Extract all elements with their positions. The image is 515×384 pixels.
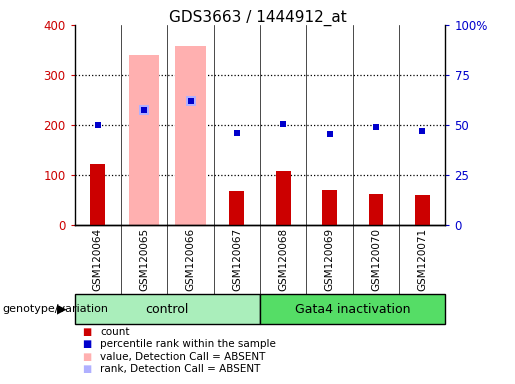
Text: percentile rank within the sample: percentile rank within the sample: [100, 339, 277, 349]
Text: ▶: ▶: [57, 303, 66, 316]
Text: GSM120064: GSM120064: [93, 228, 103, 291]
Bar: [176, 46, 205, 225]
Text: GDS3663 / 1444912_at: GDS3663 / 1444912_at: [168, 10, 347, 26]
Text: Gata4 inactivation: Gata4 inactivation: [295, 303, 410, 316]
Bar: [322, 190, 337, 225]
Text: control: control: [146, 303, 189, 316]
Text: GSM120068: GSM120068: [278, 228, 288, 291]
Text: ■: ■: [82, 327, 92, 337]
Text: rank, Detection Call = ABSENT: rank, Detection Call = ABSENT: [100, 364, 261, 374]
Text: GSM120065: GSM120065: [139, 228, 149, 291]
Text: count: count: [100, 327, 130, 337]
Text: GSM120066: GSM120066: [185, 228, 196, 291]
Text: GSM120069: GSM120069: [324, 228, 335, 291]
Text: ■: ■: [82, 364, 92, 374]
Bar: [91, 164, 105, 225]
Text: GSM120071: GSM120071: [417, 228, 427, 291]
Text: ■: ■: [82, 352, 92, 362]
Bar: [260, 294, 445, 324]
Bar: [75, 294, 260, 324]
Text: GSM120067: GSM120067: [232, 228, 242, 291]
Text: genotype/variation: genotype/variation: [3, 304, 109, 314]
Bar: [129, 55, 159, 225]
Text: ■: ■: [82, 339, 92, 349]
Text: GSM120070: GSM120070: [371, 228, 381, 291]
Bar: [369, 194, 383, 225]
Bar: [415, 195, 430, 225]
Text: value, Detection Call = ABSENT: value, Detection Call = ABSENT: [100, 352, 266, 362]
Bar: [276, 171, 290, 225]
Bar: [230, 191, 244, 225]
